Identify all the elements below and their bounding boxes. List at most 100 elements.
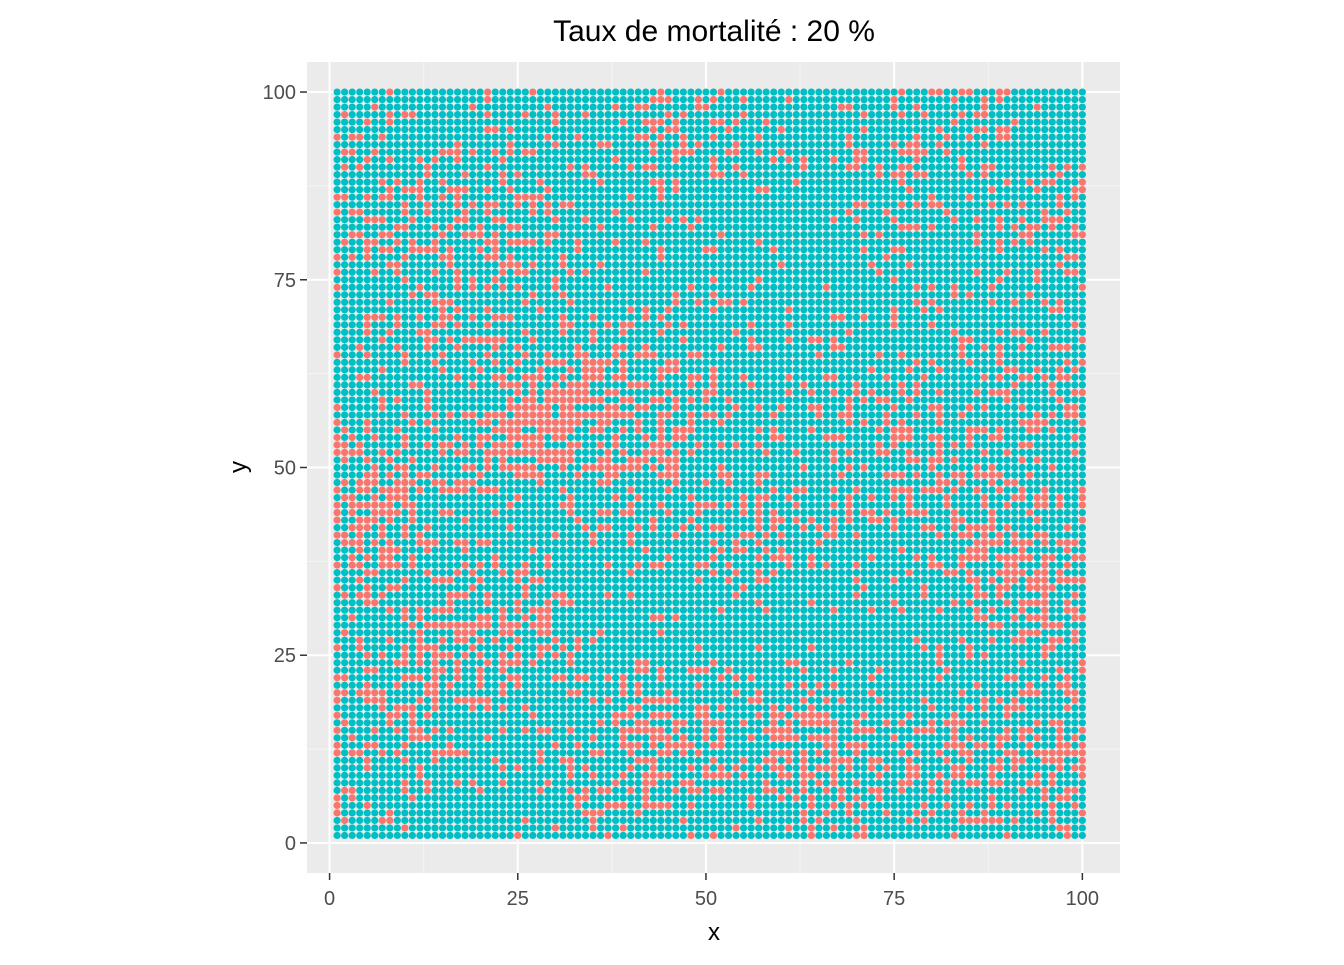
point-alive [620,419,627,426]
point-alive [695,734,702,741]
point-alive [627,374,634,381]
point-alive [702,644,709,651]
point-alive [349,374,356,381]
point-alive [612,381,619,388]
point-alive [687,366,694,373]
point-alive [334,201,341,208]
point-alive [371,456,378,463]
point-alive [386,269,393,276]
point-dead [454,592,461,599]
point-alive [454,614,461,621]
point-alive [544,682,551,689]
point-dead [401,479,408,486]
point-alive [484,562,491,569]
point-alive [469,547,476,554]
point-alive [334,426,341,433]
point-alive [552,411,559,418]
point-alive [680,404,687,411]
point-alive [627,419,634,426]
point-alive [605,246,612,253]
point-alive [582,133,589,140]
point-alive [477,456,484,463]
point-alive [657,569,664,576]
point-dead [695,216,702,223]
point-dead [499,411,506,418]
point-alive [349,329,356,336]
point-alive [394,779,401,786]
point-alive [484,644,491,651]
point-alive [680,456,687,463]
point-alive [446,809,453,816]
point-alive [702,652,709,659]
point-alive [620,614,627,621]
point-alive [544,216,551,223]
point-alive [446,471,453,478]
point-alive [386,697,393,704]
point-alive [559,547,566,554]
point-alive [529,652,536,659]
point-dead [409,712,416,719]
point-alive [567,486,574,493]
point-alive [680,269,687,276]
point-dead [650,141,657,148]
point-dead [620,682,627,689]
point-alive [567,562,574,569]
point-alive [416,276,423,283]
point-alive [334,577,341,584]
point-alive [552,682,559,689]
point-alive [657,291,664,298]
point-alive [341,704,348,711]
point-dead [559,254,566,261]
point-alive [522,186,529,193]
point-alive [529,592,536,599]
point-alive [439,381,446,388]
point-alive [559,171,566,178]
point-alive [431,164,438,171]
point-alive [439,246,446,253]
point-alive [416,291,423,298]
point-alive [439,704,446,711]
point-alive [702,802,709,809]
point-dead [695,103,702,110]
point-dead [544,599,551,606]
point-dead [439,637,446,644]
point-alive [409,426,416,433]
point-alive [544,787,551,794]
point-alive [529,141,536,148]
point-alive [386,479,393,486]
point-alive [695,389,702,396]
point-alive [665,164,672,171]
point-alive [492,88,499,95]
point-alive [567,329,574,336]
point-alive [364,261,371,268]
point-alive [642,622,649,629]
point-alive [461,299,468,306]
point-dead [341,539,348,546]
point-alive [469,224,476,231]
point-alive [680,419,687,426]
point-alive [559,111,566,118]
point-dead [401,577,408,584]
point-alive [454,291,461,298]
point-alive [650,471,657,478]
point-alive [702,697,709,704]
point-alive [469,321,476,328]
point-alive [349,637,356,644]
point-alive [680,374,687,381]
point-alive [499,231,506,238]
point-alive [409,757,416,764]
point-alive [605,554,612,561]
point-dead [597,719,604,726]
point-alive [341,216,348,223]
point-dead [416,531,423,538]
point-alive [431,194,438,201]
point-alive [446,637,453,644]
point-alive [627,269,634,276]
point-alive [409,802,416,809]
point-alive [589,704,596,711]
point-alive [665,719,672,726]
point-alive [431,524,438,531]
point-alive [529,126,536,133]
point-alive [552,404,559,411]
point-dead [650,757,657,764]
